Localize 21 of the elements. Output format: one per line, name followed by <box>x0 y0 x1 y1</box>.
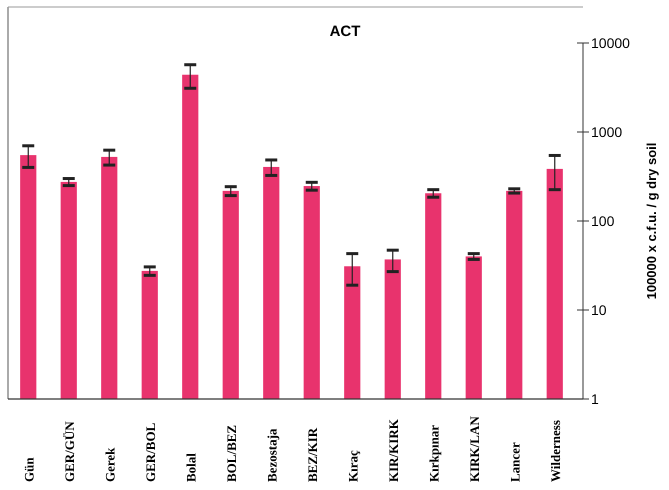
y-tick-label: 10000 <box>591 34 630 51</box>
y-tick-label: 100 <box>591 212 615 229</box>
x-tick-label: GER/BOL <box>142 422 158 482</box>
y-tick-label: 10 <box>591 302 607 318</box>
y-axis-title: 100000 x c.f.u. / g dry soil <box>644 142 659 300</box>
x-tick-label: Bolal <box>183 452 198 482</box>
x-tick-label: Bezostaja <box>264 428 280 482</box>
y-tick-label: 1 <box>591 390 599 407</box>
x-tick-label: Kıraç <box>345 450 360 482</box>
x-tick-label: KIRK/LAN <box>466 416 482 482</box>
y-tick-label: 1000 <box>591 124 622 140</box>
x-tick-label: GER/GÜN <box>62 420 77 482</box>
chart-title: ACT <box>330 23 360 40</box>
x-tick-label: Kırkpınar <box>426 424 442 482</box>
x-tick-label: KIR/KIRK <box>386 418 401 482</box>
x-tick-label: BEZ/KIR <box>304 427 320 482</box>
x-tick-label: Gerek <box>102 446 118 482</box>
x-tick-label: Gün <box>21 456 36 482</box>
x-tick-label: Lancer <box>507 442 522 482</box>
x-tick-label: Wilderness <box>548 420 563 482</box>
x-tick-label: BOL/BEZ <box>224 424 239 482</box>
